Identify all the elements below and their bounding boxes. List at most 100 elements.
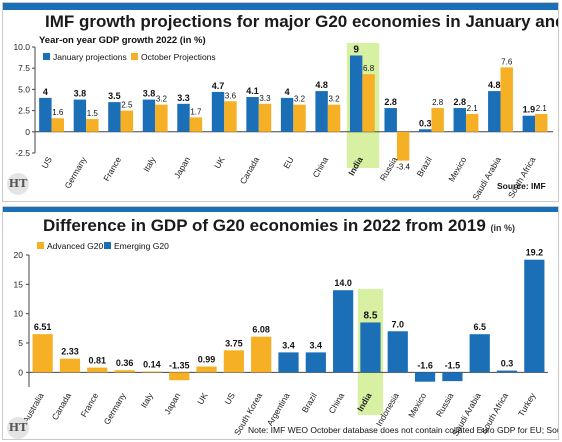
- value-label-china-january: 4.8: [315, 80, 328, 90]
- bar-japan-january: [177, 103, 190, 132]
- bar-russia-october: [396, 131, 410, 161]
- value-label-us: 3.75: [225, 338, 243, 348]
- chart-panel-gdp-difference: Difference in GDP of G20 economies in 20…: [2, 206, 559, 440]
- legend-swatch-emerging-g20: [104, 242, 111, 249]
- bar-south-korea: [251, 336, 272, 373]
- value-label-italy-october: 3.2: [156, 95, 168, 104]
- header-accent-bar: [3, 3, 558, 10]
- chart1-source: Source: IMF: [497, 181, 546, 191]
- y-tick-label: 2.5: [18, 106, 30, 116]
- category-label-saudi-arabia: Saudi Arabia: [470, 155, 503, 202]
- bar-italy: [141, 371, 163, 373]
- category-label-germany: Germany: [62, 154, 89, 190]
- legend-swatch-january-projections: [43, 53, 50, 60]
- legend-label-january-projections: January projections: [53, 52, 127, 62]
- legend-label-advanced-g20: Advanced G20: [47, 241, 104, 251]
- y-tick-label: 7.5: [18, 63, 30, 73]
- value-label-india: 8.5: [363, 310, 377, 321]
- chart2-unit: (in %): [490, 223, 516, 233]
- category-label-us: US: [39, 155, 54, 171]
- category-label-uk: UK: [212, 155, 227, 171]
- value-label-south-korea: 6.08: [252, 325, 270, 335]
- value-label-south-africa-january: 1.9: [523, 105, 536, 115]
- value-label-eu-october: 3.2: [294, 95, 306, 104]
- bar-canada: [59, 358, 81, 373]
- y-tick-label: 5.0: [18, 84, 30, 94]
- legend-swatch-advanced-g20: [37, 242, 44, 249]
- chart2-title-line: Difference in GDP of G20 economies in 20…: [43, 216, 515, 236]
- bar-south-africa-january: [522, 115, 536, 132]
- value-label-mexico-october: 2.1: [467, 104, 479, 113]
- value-label-mexico-january: 2.8: [454, 97, 467, 107]
- value-label-japan: -1.35: [169, 360, 190, 370]
- category-label-japan: Japan: [162, 391, 182, 416]
- value-label-japan-january: 3.3: [177, 93, 190, 103]
- bar-france: [87, 367, 108, 373]
- ht-logo-icon: HT: [7, 417, 29, 439]
- chart1-subtitle: Year-on year GDP growth 2022 (in %): [39, 35, 206, 46]
- chart-panel-growth-projections: IMF growth projections for major G20 eco…: [2, 2, 559, 202]
- bar-mexico-january: [453, 108, 466, 132]
- bar-mexico: [414, 372, 436, 382]
- bar-india: [360, 322, 381, 373]
- value-label-russia: -1.5: [445, 360, 461, 370]
- value-label-uk-october: 3.6: [225, 91, 237, 100]
- bar-uk-october: [224, 101, 237, 132]
- value-label-saudi-arabia-october: 7.6: [501, 57, 513, 66]
- category-label-brazil: Brazil: [415, 155, 434, 179]
- bar-china: [333, 290, 354, 373]
- category-label-brazil: Brazil: [300, 391, 319, 415]
- bar-argentina: [278, 352, 299, 373]
- value-label-uk-january: 4.7: [212, 81, 225, 91]
- bar-saudi-arabia-january: [488, 91, 501, 132]
- bar-eu-october: [293, 104, 306, 132]
- value-label-saudi-arabia-january: 4.8: [488, 80, 501, 90]
- legend-swatch-october-projections: [131, 53, 138, 60]
- category-label-canada: Canada: [50, 391, 74, 422]
- chart1-svg: 10.0 7.5 5.0 2.5 0 -2.5 January projections Oct…: [13, 42, 553, 202]
- value-label-canada-october: 3.3: [259, 94, 271, 103]
- value-label-indonesia: 7.0: [392, 319, 405, 329]
- bar-indonesia: [387, 331, 408, 373]
- value-label-india-january: 9: [353, 44, 359, 55]
- value-label-argentina: 3.4: [282, 340, 295, 350]
- value-label-australia: 6.51: [34, 322, 52, 332]
- value-label-uk: 0.99: [198, 355, 216, 365]
- bar-australia: [32, 334, 53, 373]
- value-label-us-january: 4: [43, 87, 48, 97]
- category-label-mexico: Mexico: [406, 391, 428, 420]
- y-tick-label: 10: [14, 309, 24, 319]
- value-label-brazil-october: 2.8: [432, 98, 444, 107]
- bar-mexico-october: [465, 113, 479, 132]
- category-label-germany: Germany: [102, 390, 129, 426]
- category-label-china: China: [310, 155, 330, 179]
- bar-uk: [196, 366, 217, 373]
- value-label-us-october: 1.6: [52, 108, 64, 117]
- bar-saudi-arabia: [469, 334, 490, 373]
- chart1-title: IMF growth projections for major G20 eco…: [45, 12, 558, 31]
- bar-saudi-arabia-october: [500, 67, 513, 132]
- category-label-argentina: Argentina: [265, 391, 292, 428]
- value-label-germany-january: 3.8: [74, 89, 87, 99]
- value-label-turkey: 19.2: [526, 248, 544, 258]
- y-tick-label: 15: [14, 279, 24, 289]
- category-label-russia: Russia: [434, 391, 456, 419]
- bar-russia: [442, 372, 463, 382]
- value-label-china-october: 3.2: [328, 95, 340, 104]
- value-label-italy: 0.14: [143, 360, 161, 370]
- value-label-italy-january: 3.8: [143, 89, 156, 99]
- category-label-italy: Italy: [141, 154, 158, 173]
- category-label-japan: Japan: [172, 155, 192, 180]
- bar-russia-january: [384, 108, 397, 132]
- category-label-canada: Canada: [238, 155, 262, 186]
- bar-south-africa: [496, 370, 518, 373]
- bar-italy-january: [142, 99, 156, 132]
- category-label-turkey: Turkey: [516, 390, 538, 418]
- y-tick-label: 20: [14, 250, 24, 260]
- bar-japan-october: [189, 117, 203, 132]
- bar-canada-october: [258, 103, 272, 132]
- value-label-china: 14.0: [334, 278, 352, 288]
- chart2-title: Difference in GDP of G20 economies in 20…: [43, 216, 486, 235]
- value-label-south-africa-october: 2.1: [536, 104, 548, 113]
